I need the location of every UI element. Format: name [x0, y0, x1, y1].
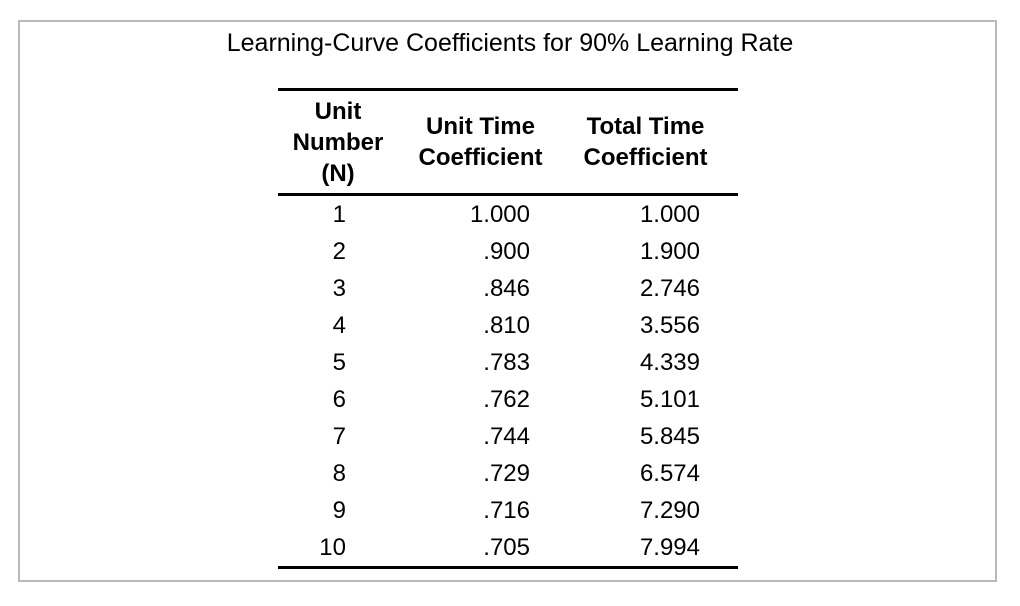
- cell-unit-time-coefficient: .705: [483, 533, 530, 561]
- cell-total-time-coefficient: 1.900: [639, 237, 700, 265]
- cell-unit-number: 5: [332, 348, 346, 376]
- header-line: (N): [321, 159, 355, 187]
- header-total-time-coefficient: Total Time Coefficient: [563, 89, 738, 196]
- table-row: 1 1.000 1.000: [278, 195, 738, 234]
- cell-total-time-coefficient: 2.746: [639, 274, 700, 302]
- table-row: 3 .846 2.746: [278, 270, 738, 307]
- cell-unit-time-coefficient: .846: [483, 274, 530, 302]
- cell-total-time-coefficient: 7.290: [639, 496, 700, 524]
- cell-total-time-coefficient: 3.556: [639, 311, 700, 339]
- header-unit-number: Unit Number (N): [278, 89, 398, 196]
- cell-unit-time-coefficient: .900: [483, 237, 530, 265]
- header-line: Number: [292, 128, 384, 156]
- cell-unit-time-coefficient: .783: [483, 348, 530, 376]
- table-row: 6 .762 5.101: [278, 381, 738, 418]
- cell-unit-time-coefficient: .762: [483, 385, 530, 413]
- table-row: 4 .810 3.556: [278, 307, 738, 344]
- cell-unit-number: 2: [332, 237, 346, 265]
- table-row: 5 .783 4.339: [278, 344, 738, 381]
- header-unit-time-coefficient: Unit Time Coefficient: [398, 89, 563, 196]
- table-row: 8 .729 6.574: [278, 455, 738, 492]
- cell-unit-number: 1: [332, 200, 346, 228]
- header-row: Unit Number (N) Unit Time Coefficient To…: [278, 89, 738, 196]
- cell-unit-time-coefficient: 1.000: [469, 200, 530, 228]
- coefficients-table: Unit Number (N) Unit Time Coefficient To…: [278, 88, 738, 569]
- header-line: Coefficient: [418, 144, 543, 171]
- header-line: Unit Time: [426, 113, 535, 140]
- table-title: Learning-Curve Coefficients for 90% Lear…: [226, 29, 794, 57]
- cell-total-time-coefficient: 5.101: [639, 385, 700, 413]
- cell-unit-time-coefficient: .810: [483, 311, 530, 339]
- cell-unit-number: 8: [332, 459, 346, 487]
- header-line: Coefficient: [583, 144, 708, 171]
- cell-total-time-coefficient: 1.000: [639, 200, 700, 228]
- cell-unit-number: 9: [332, 496, 346, 524]
- table-row: 2 .900 1.900: [278, 233, 738, 270]
- cell-unit-number: 10: [319, 533, 346, 561]
- header-line: Total Time: [586, 113, 705, 140]
- cell-unit-time-coefficient: .744: [483, 422, 530, 450]
- table-row: 7 .744 5.845: [278, 418, 738, 455]
- table-row: 9 .716 7.290: [278, 492, 738, 529]
- cell-total-time-coefficient: 7.994: [639, 533, 700, 561]
- table-row: 10 .705 7.994: [278, 529, 738, 568]
- cell-unit-time-coefficient: .716: [483, 496, 530, 524]
- cell-total-time-coefficient: 6.574: [639, 459, 700, 487]
- cell-total-time-coefficient: 4.339: [639, 348, 700, 376]
- cell-unit-number: 7: [332, 422, 346, 450]
- cell-unit-number: 6: [332, 385, 346, 413]
- cell-total-time-coefficient: 5.845: [639, 422, 700, 450]
- cell-unit-time-coefficient: .729: [483, 459, 530, 487]
- cell-unit-number: 3: [332, 274, 346, 302]
- cell-unit-number: 4: [332, 311, 346, 339]
- header-line: Unit: [314, 97, 362, 125]
